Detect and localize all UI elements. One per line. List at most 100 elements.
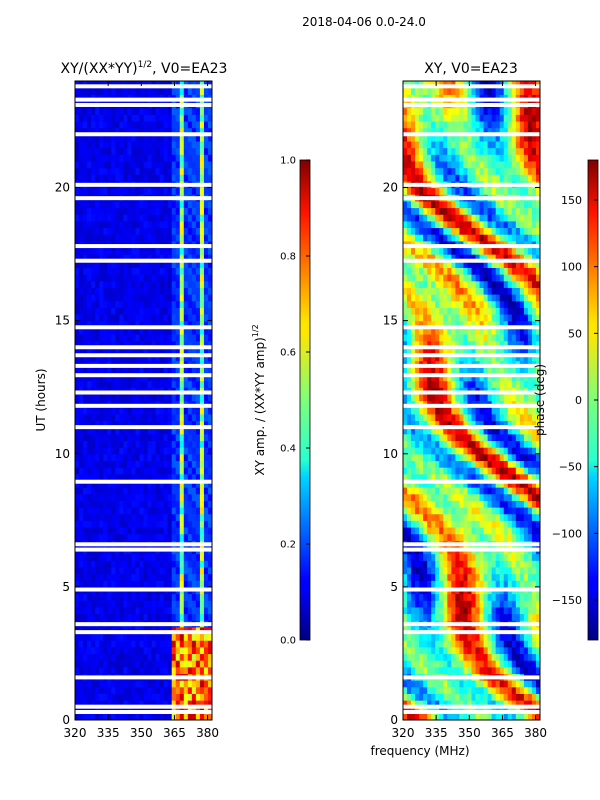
- heatmap-cell: [199, 214, 205, 222]
- heatmap-cell: [87, 580, 92, 588]
- heatmap-cell: [83, 393, 88, 402]
- heatmap-cell: [439, 633, 444, 641]
- heatmap-cell: [123, 440, 128, 448]
- heatmap-cell: [159, 187, 165, 195]
- heatmap-cell: [203, 566, 209, 575]
- heatmap-cell: [143, 333, 149, 342]
- heatmap-cell: [511, 560, 517, 568]
- heatmap-cell: [463, 513, 469, 521]
- heatmap-cell: [483, 686, 489, 694]
- heatmap-cell: [175, 420, 181, 428]
- heatmap-cell: [519, 520, 525, 528]
- heatmap-cell: [467, 613, 473, 621]
- heatmap-cell: [403, 593, 408, 601]
- heatmap-cell: [147, 367, 153, 375]
- heatmap-cell: [495, 407, 501, 415]
- heatmap-cell: [443, 693, 448, 701]
- heatmap-cell: [159, 513, 165, 521]
- heatmap-cell: [119, 686, 124, 694]
- heatmap-cell: [123, 320, 128, 328]
- heatmap-cell: [463, 440, 469, 448]
- heatmap-cell: [79, 353, 84, 362]
- heatmap-cell: [499, 473, 505, 481]
- heatmap-cell: [491, 513, 497, 521]
- heatmap-cell: [531, 580, 537, 588]
- heatmap-cell: [443, 680, 448, 688]
- heatmap-cell: [431, 407, 436, 415]
- amplitude-heatmap: [75, 81, 212, 720]
- heatmap-cell: [79, 174, 84, 182]
- heatmap-cell: [79, 566, 84, 575]
- heatmap-cell: [135, 287, 141, 295]
- heatmap-cell: [167, 287, 173, 295]
- heatmap-cell: [431, 493, 436, 501]
- heatmap-cell: [127, 154, 133, 162]
- heatmap-cell: [131, 526, 137, 535]
- heatmap-cell: [119, 220, 124, 229]
- heatmap-cell: [519, 680, 525, 688]
- heatmap-cell: [167, 320, 173, 328]
- heatmap-cell: [167, 427, 173, 435]
- heatmap-cell: [175, 513, 181, 521]
- heatmap-cell: [79, 87, 84, 95]
- heatmap-cell: [127, 134, 133, 142]
- heatmap-cell: [435, 420, 440, 428]
- heatmap-cell: [95, 87, 100, 95]
- heatmap-cell: [167, 493, 173, 501]
- heatmap-cell: [419, 680, 424, 688]
- heatmap-cell: [431, 480, 436, 488]
- heatmap-cell: [411, 613, 416, 621]
- heatmap-cell: [103, 473, 108, 481]
- heatmap-cell: [127, 606, 133, 615]
- heatmap-cell: [155, 473, 161, 481]
- heatmap-cell: [203, 227, 209, 235]
- heatmap-cell: [403, 633, 408, 641]
- heatmap-cell: [107, 274, 112, 282]
- heatmap-cell: [175, 640, 181, 648]
- heatmap-cell: [163, 187, 169, 195]
- heatmap-cell: [407, 653, 412, 661]
- heatmap-cell: [171, 447, 177, 455]
- heatmap-cell: [179, 367, 185, 375]
- heatmap-cell: [111, 580, 116, 588]
- heatmap-cell: [75, 167, 80, 175]
- heatmap-cell: [79, 313, 84, 322]
- heatmap-cell: [151, 407, 157, 415]
- heatmap-cell: [87, 140, 92, 149]
- heatmap-cell: [419, 573, 424, 581]
- heatmap-cell: [439, 693, 444, 701]
- heatmap-cell: [175, 533, 181, 541]
- heatmap-cell: [163, 160, 169, 169]
- heatmap-cell: [123, 453, 128, 462]
- heatmap-cell: [459, 460, 465, 468]
- heatmap-cell: [503, 666, 509, 675]
- heatmap-cell: [191, 167, 197, 175]
- heatmap-cell: [115, 227, 120, 235]
- heatmap-cell: [203, 260, 209, 268]
- heatmap-cell: [131, 487, 137, 495]
- heatmap-cell: [151, 467, 157, 475]
- heatmap-cell: [147, 207, 153, 215]
- heatmap-cell: [135, 207, 141, 215]
- heatmap-cell: [203, 507, 209, 515]
- heatmap-cell: [163, 220, 169, 229]
- heatmap-cell: [111, 327, 116, 335]
- heatmap-cell: [163, 274, 169, 282]
- heatmap-cell: [187, 200, 193, 209]
- heatmap-cell: [75, 127, 80, 135]
- heatmap-cell: [91, 274, 96, 282]
- heatmap-cell: [411, 447, 416, 455]
- heatmap-cell: [139, 147, 145, 155]
- heatmap-cell: [175, 294, 181, 302]
- heatmap-cell: [103, 187, 108, 195]
- heatmap-cell: [195, 693, 201, 701]
- heatmap-cell: [187, 580, 193, 588]
- heatmap-cell: [523, 680, 529, 688]
- heatmap-cell: [207, 247, 212, 255]
- heatmap-cell: [183, 207, 189, 215]
- heatmap-cell: [115, 467, 120, 475]
- heatmap-cell: [455, 646, 461, 655]
- heatmap-cell: [419, 460, 424, 468]
- heatmap-cell: [163, 666, 169, 675]
- heatmap-cell: [199, 254, 205, 262]
